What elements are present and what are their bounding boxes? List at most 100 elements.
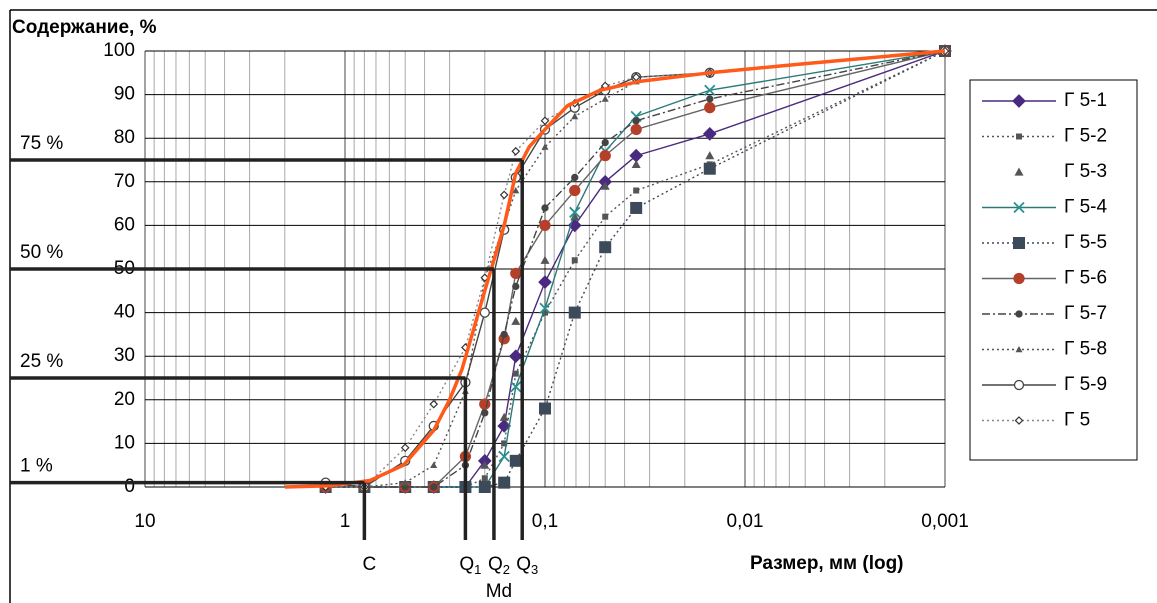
level-label: 1 % <box>20 456 53 477</box>
x-axis-title: Размер, мм (log) <box>750 553 904 574</box>
marker <box>499 190 509 200</box>
marker <box>1014 167 1024 176</box>
marker <box>1014 416 1024 425</box>
y-tick-label: 0 <box>124 476 135 497</box>
quantile-label-main: Q <box>459 554 474 575</box>
y-tick-label: 100 <box>103 40 135 61</box>
marker <box>630 201 643 214</box>
marker <box>705 151 715 160</box>
marker <box>539 402 551 415</box>
quantile-label-main: Q <box>516 554 531 575</box>
marker <box>499 412 509 421</box>
marker <box>704 84 716 96</box>
marker <box>540 255 550 264</box>
marker <box>481 475 488 482</box>
marker <box>706 95 714 103</box>
y-axis-title: Содержание, % <box>12 17 157 38</box>
marker <box>1012 94 1026 108</box>
marker <box>600 181 610 190</box>
marker <box>400 443 410 453</box>
legend-box <box>969 79 1138 461</box>
marker <box>601 138 609 147</box>
y-tick-label: 10 <box>114 432 135 453</box>
marker <box>602 213 609 220</box>
marker <box>539 219 551 232</box>
legend-label: Г 5-9 <box>1064 374 1107 395</box>
legend-label: Г 5-3 <box>1064 161 1107 182</box>
marker <box>568 306 581 319</box>
marker <box>1013 237 1025 249</box>
marker <box>541 204 549 212</box>
marker <box>1013 379 1025 391</box>
y-tick-label: 90 <box>114 84 135 105</box>
marker <box>479 307 490 318</box>
legend-label: Г 5-7 <box>1064 303 1107 324</box>
marker <box>498 476 511 489</box>
quantile-label-main: C <box>363 554 377 575</box>
marker <box>430 461 438 468</box>
marker <box>511 146 521 156</box>
marker <box>631 159 641 168</box>
quantile-label-main: Q <box>488 554 503 575</box>
y-tick-label: 80 <box>114 127 135 148</box>
marker <box>508 349 523 364</box>
x-tick-label: 10 <box>134 511 155 532</box>
marker <box>599 241 612 254</box>
y-tick-label: 30 <box>114 345 135 366</box>
marker <box>1015 310 1023 318</box>
level-label: 50 % <box>20 242 63 263</box>
marker <box>478 481 491 493</box>
series-line <box>325 50 946 488</box>
legend-label: Г 5-8 <box>1064 339 1107 360</box>
quantile-label: Q1 <box>459 554 481 577</box>
x-tick-label: 1 <box>340 511 351 532</box>
quantile-label-sub: 1 <box>474 562 481 577</box>
legend-label: Г 5 <box>1064 410 1090 431</box>
legend-label: Г 5-6 <box>1064 268 1107 289</box>
series-line <box>325 50 946 488</box>
marker <box>633 187 640 194</box>
legend-label: Г 5-5 <box>1064 232 1107 253</box>
y-tick-label: 40 <box>114 302 135 323</box>
marker <box>1015 346 1023 353</box>
marker <box>510 381 522 393</box>
marker <box>569 184 581 197</box>
marker <box>509 454 522 467</box>
y-tick-label: 70 <box>114 171 135 192</box>
marker <box>511 316 521 325</box>
series-line <box>325 50 946 488</box>
marker <box>541 143 549 150</box>
marker <box>540 116 550 126</box>
marker <box>500 330 508 339</box>
marker <box>703 162 716 175</box>
level-label: 75 % <box>20 133 63 154</box>
marker <box>571 173 579 182</box>
marker <box>430 483 438 491</box>
marker <box>702 126 717 141</box>
quantile-label: C <box>363 554 377 575</box>
legend-label: Г 5-4 <box>1064 197 1107 218</box>
marker <box>480 460 490 469</box>
marker <box>542 309 548 316</box>
marker <box>599 149 611 162</box>
marker <box>1016 133 1022 140</box>
marker <box>401 479 409 486</box>
series-line <box>284 49 946 489</box>
quantile-label: Q2 <box>488 554 510 577</box>
marker <box>429 399 439 409</box>
quantile-label: Q3 <box>516 554 538 577</box>
marker <box>1013 201 1025 214</box>
marker <box>498 450 510 463</box>
x-tick-label: 0,1 <box>532 511 558 532</box>
marker <box>571 112 579 120</box>
quantile-label-sub: 3 <box>531 562 538 577</box>
level-label: 25 % <box>20 351 63 372</box>
y-tick-label: 20 <box>114 389 135 410</box>
marker <box>512 187 520 194</box>
quantile-label-2: Md <box>486 581 512 602</box>
marker <box>569 206 581 218</box>
legend-label: Г 5-1 <box>1064 90 1107 111</box>
marker <box>704 102 716 114</box>
marker <box>539 302 551 314</box>
